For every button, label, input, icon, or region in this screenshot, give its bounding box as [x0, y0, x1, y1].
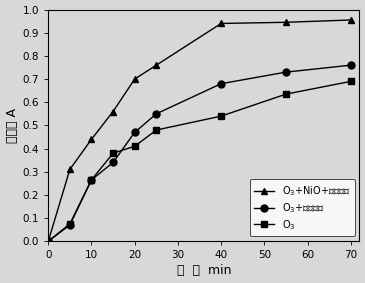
- O$_3$+NiO+陶瓷滤球: [111, 110, 115, 113]
- O$_3$+NiO+陶瓷滤球: [68, 168, 72, 171]
- Line: O$_3$+NiO+陶瓷滤球: O$_3$+NiO+陶瓷滤球: [45, 16, 354, 245]
- O$_3$+NiO+陶瓷滤球: [349, 18, 353, 22]
- O$_3$+NiO+陶瓷滤球: [46, 239, 50, 243]
- O$_3$+陶瓷滤球: [89, 178, 94, 182]
- O$_3$: [132, 145, 137, 148]
- O$_3$+陶瓷滤球: [154, 112, 158, 115]
- O$_3$: [284, 93, 288, 96]
- O$_3$: [68, 222, 72, 226]
- O$_3$+NiO+陶瓷滤球: [89, 138, 94, 141]
- O$_3$+陶瓷滤球: [219, 82, 223, 85]
- O$_3$+陶瓷滤球: [349, 63, 353, 67]
- O$_3$+NiO+陶瓷滤球: [219, 22, 223, 25]
- O$_3$: [111, 151, 115, 155]
- O$_3$+NiO+陶瓷滤球: [132, 77, 137, 81]
- Legend: O$_3$+NiO+陶瓷滤球, O$_3$+陶瓷滤球, O$_3$: O$_3$+NiO+陶瓷滤球, O$_3$+陶瓷滤球, O$_3$: [250, 179, 354, 236]
- O$_3$: [154, 128, 158, 132]
- O$_3$: [89, 178, 94, 182]
- O$_3$+陶瓷滤球: [284, 70, 288, 74]
- O$_3$: [219, 114, 223, 118]
- O$_3$+陶瓷滤球: [111, 161, 115, 164]
- O$_3$+陶瓷滤球: [68, 223, 72, 227]
- X-axis label: 时  间  min: 时 间 min: [177, 264, 231, 277]
- O$_3$+NiO+陶瓷滤球: [154, 63, 158, 67]
- O$_3$+陶瓷滤球: [132, 131, 137, 134]
- Line: O$_3$+陶瓷滤球: O$_3$+陶瓷滤球: [45, 62, 354, 245]
- O$_3$+NiO+陶瓷滤球: [284, 21, 288, 24]
- O$_3$: [46, 239, 50, 243]
- O$_3$+陶瓷滤球: [46, 239, 50, 243]
- O$_3$: [349, 80, 353, 83]
- Line: O$_3$: O$_3$: [45, 78, 354, 245]
- Y-axis label: 吸光度 A: 吸光度 A: [5, 108, 19, 143]
